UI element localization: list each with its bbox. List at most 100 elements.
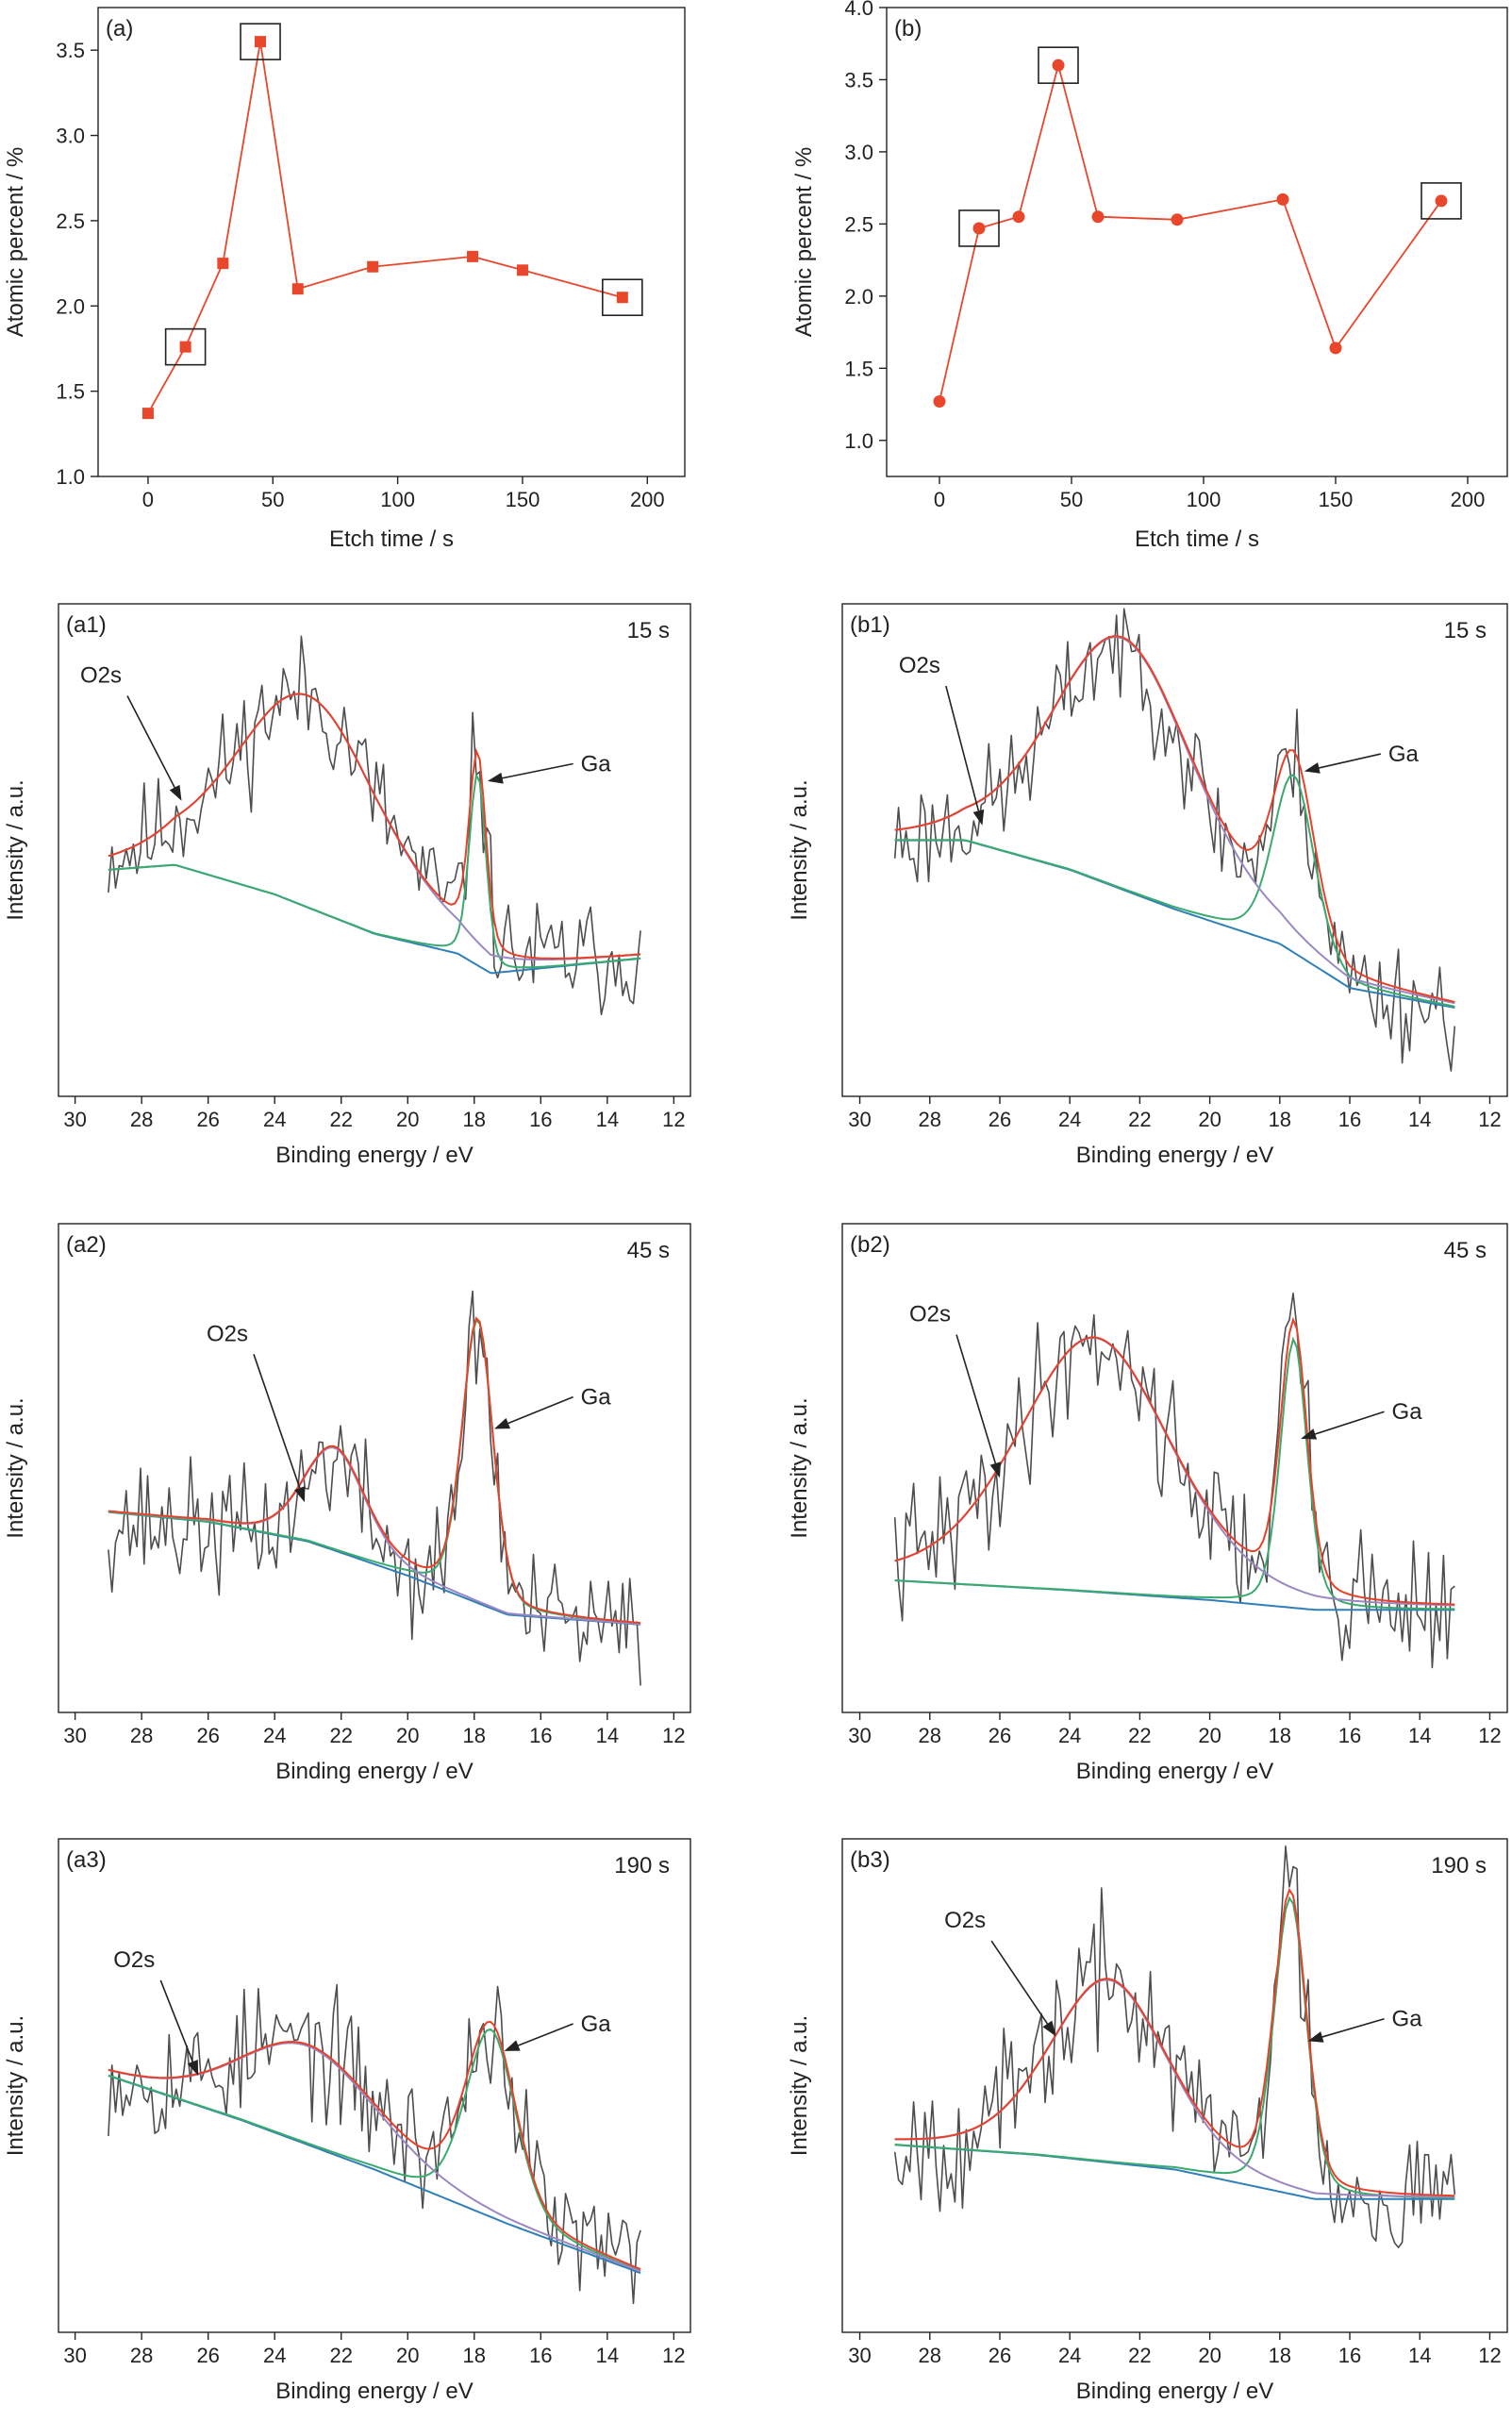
annotation-arrow-line — [1315, 1411, 1385, 1435]
y-tick-label: 1.0 — [844, 429, 873, 453]
data-point — [933, 394, 946, 408]
data-point — [1276, 192, 1289, 206]
y-tick-label: 3.0 — [56, 125, 85, 148]
x-tick-label: 30 — [848, 1108, 871, 1131]
x-tick-label: 30 — [63, 2344, 86, 2367]
ga-fit-curve — [108, 772, 641, 969]
y-axis-label: Intensity / a.u. — [3, 2015, 28, 2156]
etch-time-label: 190 s — [1431, 1853, 1487, 1878]
data-point — [516, 264, 528, 276]
x-tick-label: 24 — [1058, 2344, 1081, 2367]
x-tick-label: 14 — [1408, 1108, 1431, 1131]
x-tick-label: 30 — [63, 1724, 86, 1747]
etch-time-label: 45 s — [1444, 1238, 1487, 1263]
envelope-fit-curve — [894, 1887, 1455, 2197]
x-tick-label: 18 — [463, 2344, 486, 2367]
y-tick-label: 1.5 — [56, 380, 85, 404]
panel-a3: 30 28 26 24 22 20 18 16 14 12 Binding energy / eV I… — [3, 1838, 691, 2404]
highlight-box — [958, 209, 1000, 247]
y-tick-label: 1.0 — [56, 465, 85, 489]
annotation-arrow-line — [955, 1334, 997, 1464]
annotation-arrow-line — [159, 1979, 193, 2062]
x-tick-label: 150 — [1319, 488, 1354, 511]
y-axis-label: Atomic percent / % — [791, 147, 817, 337]
highlight-box — [1038, 46, 1079, 84]
annotation-arrow-head — [1042, 2020, 1056, 2037]
panel-b2-frame — [841, 1223, 1508, 1713]
x-tick-label: 0 — [934, 488, 945, 511]
x-tick-label: 14 — [596, 1724, 619, 1747]
panel-label: (b) — [894, 16, 922, 42]
x-tick-label: 200 — [630, 488, 665, 511]
background-curve — [894, 839, 1455, 1009]
annotation-ga: Ga — [581, 2012, 612, 2037]
raw-spectrum — [108, 1983, 641, 2305]
envelope-fit-curve — [108, 693, 641, 960]
data-point — [467, 250, 479, 262]
data-point — [972, 222, 986, 235]
y-tick-label: 3.5 — [56, 39, 85, 62]
x-tick-label: 0 — [142, 488, 154, 511]
ga-fit-curve — [108, 2028, 641, 2272]
x-tick-label: 12 — [662, 1724, 685, 1747]
x-tick-label: 28 — [130, 1724, 153, 1747]
x-tick-label: 100 — [380, 488, 415, 511]
annotation-arrow-head — [989, 1461, 1002, 1478]
x-tick-label: 16 — [1338, 1724, 1361, 1747]
x-tick-label: 28 — [919, 2344, 941, 2367]
data-point — [141, 408, 154, 420]
panel-label: (a1) — [66, 612, 107, 638]
panel-b3: 30 28 26 24 22 20 18 16 14 12 Binding energy / eV I… — [787, 1838, 1508, 2404]
data-point — [1329, 342, 1342, 355]
annotation-arrow-line — [507, 1395, 573, 1425]
x-tick-label: 100 — [1187, 488, 1221, 511]
x-axis-label: Binding energy / eV — [275, 1759, 473, 1784]
ga-fit-curve — [108, 1318, 641, 1625]
etch-time-label: 190 s — [614, 1853, 670, 1878]
annotation-o2s: O2s — [944, 1908, 986, 1933]
ga-fit-curve — [894, 1895, 1455, 2199]
data-point — [291, 283, 304, 295]
o2s-fit-curve — [894, 1336, 1455, 1607]
annotation-arrow-line — [518, 2023, 573, 2046]
x-axis-label: Binding energy / eV — [275, 1143, 473, 1168]
panel-a1: 30 28 26 24 22 20 18 16 14 12 Binding energy / eV I… — [3, 603, 691, 1168]
annotation-arrow-line — [990, 1940, 1049, 2025]
x-tick-label: 16 — [529, 2344, 552, 2367]
etch-time-label: 45 s — [627, 1238, 670, 1263]
x-tick-label: 150 — [506, 488, 540, 511]
annotation-ga: Ga — [1388, 742, 1420, 767]
annotation-arrow-line — [126, 695, 175, 788]
x-axis-label: Binding energy / eV — [1076, 1143, 1273, 1168]
annotation-o2s: O2s — [113, 1947, 155, 1973]
annotation-arrow-head — [487, 772, 504, 784]
x-tick-label: 24 — [1058, 1108, 1081, 1131]
panel-a2: 30 28 26 24 22 20 18 16 14 12 Binding energy / eV I… — [3, 1223, 691, 1784]
annotation-arrow-line — [502, 762, 573, 779]
x-tick-label: 18 — [463, 1724, 486, 1747]
x-tick-label: 50 — [261, 488, 284, 511]
annotation-arrow-line — [1319, 753, 1382, 769]
annotation-arrow-line — [945, 685, 980, 811]
x-axis-label: Binding energy / eV — [1076, 1759, 1273, 1784]
envelope-fit-curve — [108, 1316, 641, 1625]
x-tick-label: 12 — [662, 1108, 685, 1131]
ga-fit-curve — [894, 774, 1455, 1008]
x-tick-label: 24 — [263, 1724, 286, 1747]
x-tick-label: 12 — [1478, 2344, 1501, 2367]
x-tick-label: 26 — [989, 1724, 1011, 1747]
x-tick-label: 22 — [1128, 1108, 1151, 1131]
highlight-box — [1421, 182, 1462, 220]
highlight-box — [240, 23, 281, 60]
raw-spectrum — [893, 1293, 1455, 1669]
annotation-arrow-head — [493, 1417, 511, 1429]
y-tick-label: 4.0 — [844, 0, 873, 20]
x-tick-label: 16 — [1338, 1108, 1361, 1131]
data-point — [616, 292, 628, 304]
panel-b-frame — [886, 7, 1508, 477]
o2s-fit-curve — [108, 2042, 641, 2273]
series-line — [939, 61, 1442, 402]
background-curve — [108, 1511, 641, 1626]
x-tick-label: 16 — [1338, 2344, 1361, 2367]
